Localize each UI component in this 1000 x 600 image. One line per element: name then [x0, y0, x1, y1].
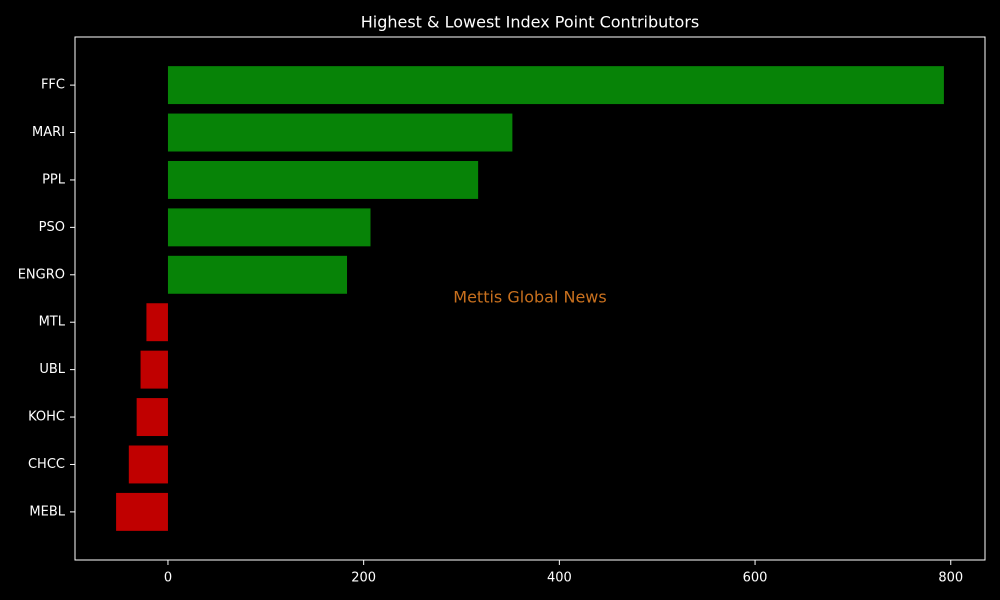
bar: [146, 303, 168, 342]
plot-frame: [74, 36, 986, 561]
chart-title: Highest & Lowest Index Point Contributor…: [361, 13, 700, 32]
bar: [167, 66, 944, 105]
x-tick-label: 0: [164, 571, 172, 586]
y-tick-label: FFC: [41, 78, 65, 93]
bar: [116, 492, 168, 531]
bar: [167, 160, 479, 199]
y-tick-label: MTL: [39, 315, 66, 330]
x-tick-label: 400: [547, 571, 572, 586]
x-tick-label: 600: [743, 571, 768, 586]
x-tick-label: 200: [351, 571, 376, 586]
y-tick-label: KOHC: [28, 410, 65, 425]
y-tick-label: MARI: [32, 125, 65, 140]
bar: [167, 208, 371, 247]
watermark: Mettis Global News: [453, 288, 606, 307]
y-tick-label: PPL: [42, 172, 66, 187]
bar: [167, 255, 348, 294]
y-tick-label: PSO: [39, 220, 65, 235]
bar: [128, 445, 168, 484]
bar: [136, 398, 168, 437]
y-tick-label: MEBL: [29, 504, 65, 519]
y-tick-label: CHCC: [28, 457, 65, 472]
bar: [167, 113, 513, 152]
y-tick-label: UBL: [39, 362, 65, 377]
bar: [140, 350, 168, 389]
y-tick-label: ENGRO: [18, 267, 65, 282]
x-tick-label: 800: [938, 571, 963, 586]
